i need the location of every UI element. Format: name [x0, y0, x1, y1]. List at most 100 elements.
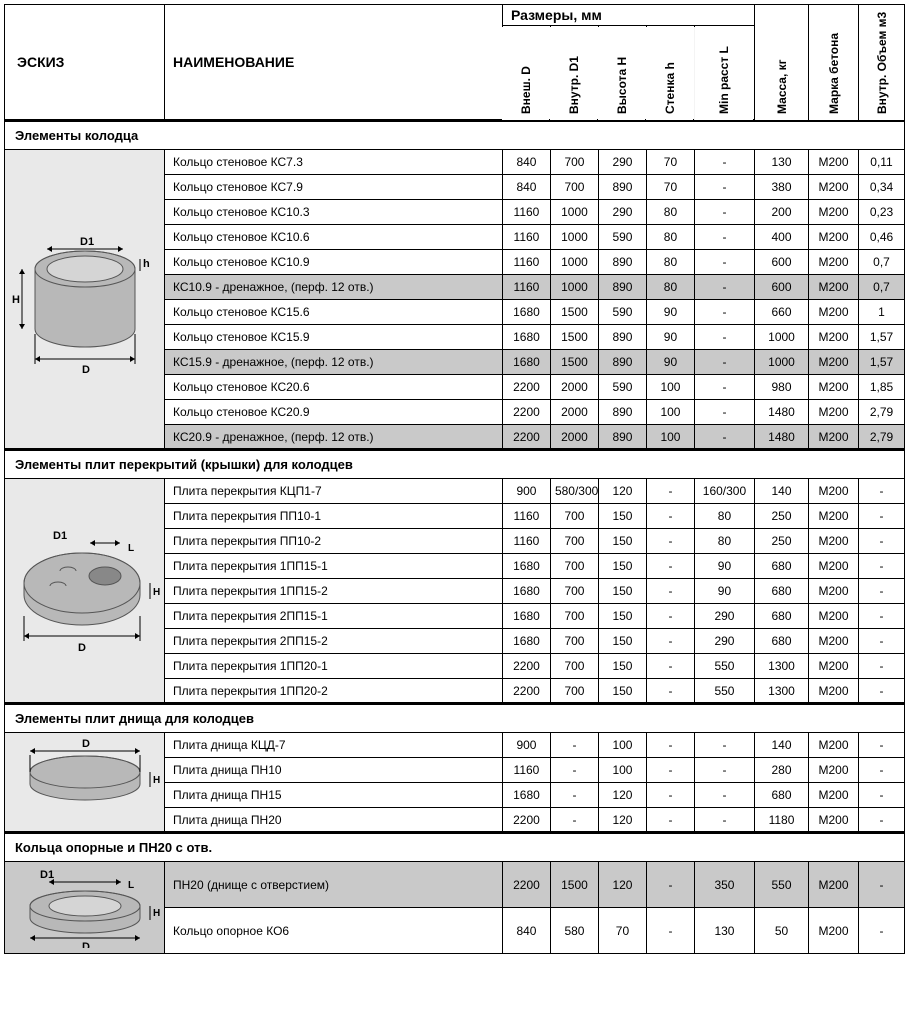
cell-vol: 0,34: [859, 175, 905, 200]
cell-grade: M200: [809, 758, 859, 783]
cell-H: 890: [598, 325, 646, 350]
cell-mass: 250: [755, 504, 809, 529]
cell-L: -: [694, 733, 754, 758]
svg-text:H: H: [153, 908, 160, 919]
cell-h: 100: [646, 425, 694, 450]
cell-H: 120: [598, 808, 646, 833]
cell-L: -: [694, 250, 754, 275]
cell-H: 150: [598, 529, 646, 554]
cell-vol: -: [859, 654, 905, 679]
cell-mass: 680: [755, 783, 809, 808]
cell-D: 900: [502, 479, 550, 504]
cell-h: -: [646, 579, 694, 604]
cell-h: -: [646, 479, 694, 504]
cell-mass: 130: [755, 150, 809, 175]
cell-name: Плита перекрытия ПП10-2: [165, 529, 503, 554]
cell-L: 90: [694, 554, 754, 579]
cell-mass: 600: [755, 250, 809, 275]
cell-grade: M200: [809, 300, 859, 325]
cell-grade: M200: [809, 250, 859, 275]
cell-grade: M200: [809, 862, 859, 908]
cell-H: 890: [598, 175, 646, 200]
cell-h: -: [646, 808, 694, 833]
cell-D: 1680: [502, 604, 550, 629]
cell-grade: M200: [809, 554, 859, 579]
cell-D1: 700: [550, 529, 598, 554]
cell-D: 1680: [502, 629, 550, 654]
cell-vol: 1,57: [859, 350, 905, 375]
cell-name: Кольцо стеновое КС7.3: [165, 150, 503, 175]
cell-vol: 2,79: [859, 425, 905, 450]
cell-name: КС10.9 - дренажное, (перф. 12 отв.): [165, 275, 503, 300]
cell-mass: 680: [755, 604, 809, 629]
cell-name: КС20.9 - дренажное, (перф. 12 отв.): [165, 425, 503, 450]
cell-name: Плита перекрытия 1ПП15-2: [165, 579, 503, 604]
cell-D: 2200: [502, 654, 550, 679]
cell-grade: M200: [809, 150, 859, 175]
sketch-cell: D1 L D H: [5, 862, 165, 954]
cell-h: -: [646, 733, 694, 758]
cell-H: 890: [598, 250, 646, 275]
svg-text:H: H: [153, 587, 160, 598]
cell-vol: 1,85: [859, 375, 905, 400]
cell-D1: 700: [550, 175, 598, 200]
section-title: Элементы плит перекрытий (крышки) для ко…: [5, 450, 905, 479]
cell-L: 160/300: [694, 479, 754, 504]
sketch-cell: D1 D H L: [5, 479, 165, 704]
cell-H: 150: [598, 504, 646, 529]
cell-name: Плита перекрытия 2ПП15-1: [165, 604, 503, 629]
cell-L: -: [694, 150, 754, 175]
cell-D: 2200: [502, 425, 550, 450]
cell-H: 120: [598, 783, 646, 808]
svg-text:L: L: [128, 543, 134, 554]
cell-D1: 700: [550, 579, 598, 604]
cell-L: 290: [694, 629, 754, 654]
cell-vol: 0,11: [859, 150, 905, 175]
cell-vol: -: [859, 908, 905, 954]
cell-H: 120: [598, 479, 646, 504]
sketch-cell: D H: [5, 733, 165, 833]
cell-D1: 1000: [550, 225, 598, 250]
cell-D: 1160: [502, 504, 550, 529]
cell-L: -: [694, 375, 754, 400]
cell-H: 150: [598, 579, 646, 604]
cell-D: 1680: [502, 350, 550, 375]
cell-D: 1160: [502, 250, 550, 275]
cell-h: 90: [646, 300, 694, 325]
cell-mass: 1180: [755, 808, 809, 833]
cell-h: 80: [646, 225, 694, 250]
cell-D1: 580: [550, 908, 598, 954]
cell-name: Кольцо стеновое КС7.9: [165, 175, 503, 200]
cell-grade: M200: [809, 529, 859, 554]
cell-L: 550: [694, 679, 754, 704]
cell-name: КС15.9 - дренажное, (перф. 12 отв.): [165, 350, 503, 375]
cell-vol: -: [859, 679, 905, 704]
cell-vol: -: [859, 758, 905, 783]
cell-D1: -: [550, 808, 598, 833]
cell-h: -: [646, 783, 694, 808]
cell-mass: 1000: [755, 325, 809, 350]
cell-h: -: [646, 504, 694, 529]
cell-D1: 1000: [550, 200, 598, 225]
header-dims-group: Размеры, мм: [502, 5, 754, 26]
cell-vol: 1: [859, 300, 905, 325]
svg-text:D1: D1: [80, 236, 94, 248]
cell-grade: M200: [809, 654, 859, 679]
svg-text:h: h: [143, 258, 150, 270]
section-title: Элементы плит днища для колодцев: [5, 704, 905, 733]
cell-h: -: [646, 679, 694, 704]
cell-H: 70: [598, 908, 646, 954]
cell-D1: 700: [550, 679, 598, 704]
cell-grade: M200: [809, 783, 859, 808]
svg-text:L: L: [128, 880, 134, 891]
cell-L: -: [694, 808, 754, 833]
cell-grade: M200: [809, 504, 859, 529]
cell-D1: -: [550, 733, 598, 758]
cell-L: -: [694, 300, 754, 325]
cell-name: Плита днища ПН10: [165, 758, 503, 783]
cell-D: 1160: [502, 275, 550, 300]
cell-h: -: [646, 554, 694, 579]
cell-grade: M200: [809, 400, 859, 425]
cell-D: 2200: [502, 375, 550, 400]
cell-h: 80: [646, 250, 694, 275]
